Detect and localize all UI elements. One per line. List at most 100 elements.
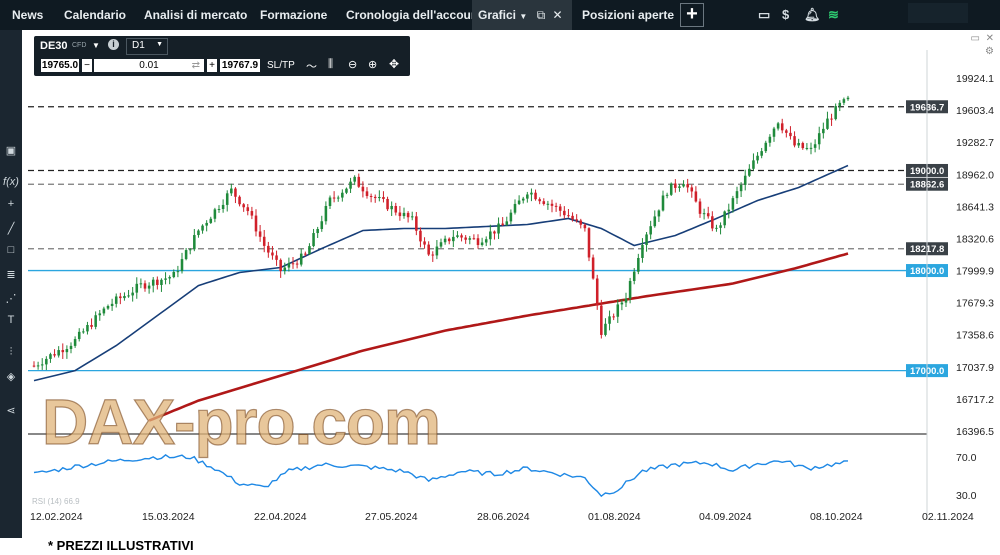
candle (53, 349, 56, 358)
candle-body (336, 197, 340, 199)
candle-body (542, 201, 546, 204)
candle-body (49, 354, 52, 359)
tab-cronologia-account[interactable]: Cronologia dell'account (346, 8, 483, 22)
candle-body (312, 233, 315, 247)
candle-body (106, 306, 110, 309)
candle (94, 311, 97, 330)
candle-body (583, 224, 587, 229)
y-tick-label-8: 17358.6 (956, 330, 994, 342)
candle-body (275, 255, 278, 260)
candle-body (415, 216, 418, 231)
chart-window-icon[interactable]: ▣ (5, 145, 17, 157)
tab-posizioni-aperte[interactable]: Posizioni aperte (582, 8, 675, 22)
candle (110, 298, 114, 311)
price-alert-icon[interactable]: $ (782, 7, 790, 22)
candle-body (172, 271, 176, 278)
top-navigation-bar: News Calendario Analisi di mercato Forma… (0, 0, 1000, 30)
maximize-icon[interactable]: ▭ (970, 33, 980, 44)
candle (234, 187, 237, 204)
candle-body (723, 211, 726, 226)
candle (139, 278, 143, 289)
channel-icon[interactable]: ⋰ (5, 293, 17, 305)
candle-body (653, 216, 657, 227)
add-tab-icon[interactable]: + (680, 3, 704, 27)
tab-grafici[interactable]: Grafici ▼ ⧉ ✕ (472, 0, 572, 30)
candle (542, 198, 546, 206)
rsi-label: RSI (14) 66.9 (32, 497, 80, 506)
candle (127, 289, 130, 298)
crosshair-icon[interactable]: + (7, 198, 15, 210)
candle-body (127, 295, 130, 297)
candle-body (57, 350, 60, 356)
candle-body (760, 151, 763, 156)
candle (624, 292, 628, 308)
candle (768, 134, 772, 147)
candle (702, 208, 706, 220)
candle-body (410, 216, 414, 218)
quantity-decrease-button[interactable]: − (82, 59, 92, 72)
candle-body (123, 296, 126, 299)
candle (156, 276, 159, 290)
layers-icon[interactable]: ◈ (6, 371, 16, 383)
candle-body (690, 187, 694, 192)
candle-body (299, 253, 303, 265)
account-balance-box[interactable] (908, 3, 968, 23)
symbol-type-label: CFD (72, 42, 87, 49)
candle (793, 131, 796, 148)
chevron-down-icon[interactable]: ▼ (92, 41, 100, 50)
tab-news[interactable]: News (12, 8, 44, 22)
popout-icon[interactable]: ⧉ (536, 8, 546, 22)
sltp-button[interactable]: SL/TP (267, 60, 295, 71)
indicators-icon[interactable]: ⫶ (9, 346, 13, 358)
zoom-out-icon[interactable]: ⊖ (348, 59, 358, 71)
y-tick-label-2: 19282.7 (956, 137, 994, 149)
trendline-icon[interactable]: ╱ (7, 223, 15, 235)
candle-body (254, 215, 258, 232)
candle (468, 235, 472, 245)
move-icon[interactable]: ✥ (389, 57, 400, 71)
layout-icon[interactable]: ▭ (758, 7, 771, 22)
tab-calendario[interactable]: Calendario (64, 8, 127, 22)
candle-body (328, 197, 332, 206)
tab-analisi-di-mercato[interactable]: Analisi di mercato (144, 8, 248, 22)
symbol-label[interactable]: DE30 (40, 40, 68, 52)
candles-icon[interactable]: ⫼ (328, 58, 334, 70)
candle (57, 346, 60, 358)
close-icon[interactable]: ✕ (552, 8, 563, 22)
candle (489, 224, 492, 246)
candle (772, 126, 776, 142)
close-chart-icon[interactable]: ✕ (985, 33, 994, 44)
candle (715, 224, 718, 232)
candle (225, 190, 229, 212)
timeframe-selector[interactable]: D1 ▼ (126, 38, 168, 55)
quantity-input[interactable]: 0.01 ⇄ (94, 59, 204, 72)
bid-price-button[interactable]: 19765.0 (41, 59, 79, 72)
candle-body (801, 143, 805, 149)
candle (682, 180, 685, 188)
chevron-down-icon[interactable]: ▼ (519, 12, 528, 21)
settings-icon[interactable]: ⚙ (985, 46, 994, 57)
candle (719, 222, 722, 235)
share-icon[interactable]: ⋖ (6, 405, 16, 417)
candle-body (764, 142, 768, 152)
rectangle-icon[interactable]: □ (7, 244, 15, 256)
chart-canvas[interactable]: 19636.719000.018862.618217.818000.017000… (22, 30, 1000, 538)
candle-body (702, 213, 706, 215)
ask-price-button[interactable]: 19767.9 (220, 59, 260, 72)
candle-body (460, 235, 463, 238)
price-chart[interactable]: 19636.7 19000.0 18862.6 18217.8 18000.0 17000… (22, 30, 1000, 538)
refresh-icon[interactable]: ⇄ (191, 60, 200, 71)
tab-formazione[interactable]: Formazione (260, 8, 328, 22)
text-icon[interactable]: T (7, 314, 15, 326)
quantity-increase-button[interactable]: + (207, 59, 217, 72)
function-icon[interactable]: f(x) (3, 176, 19, 188)
line-chart-icon[interactable]: 〜 (306, 61, 317, 73)
zoom-in-icon[interactable]: ⊕ (368, 59, 378, 71)
candle-body (480, 242, 484, 246)
candle-body (373, 196, 377, 199)
candle-body (772, 128, 776, 137)
bell-icon[interactable]: 🔔︎ (804, 7, 821, 22)
info-icon[interactable]: i (108, 39, 119, 50)
fibonacci-icon[interactable]: ≣ (6, 269, 16, 281)
candle-body (612, 316, 615, 318)
